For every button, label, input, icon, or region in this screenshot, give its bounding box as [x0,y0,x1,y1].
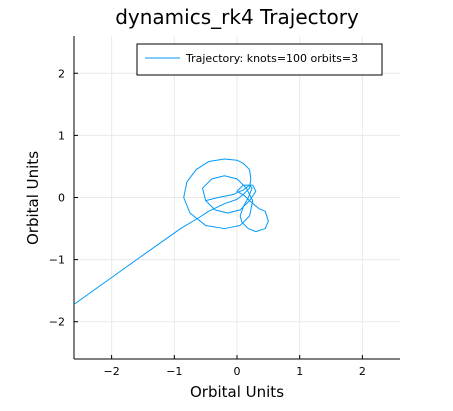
x-tick-label-3: 1 [296,365,303,378]
chart-title: dynamics_rk4 Trajectory [115,5,359,29]
grid-layer [74,36,400,359]
x-tick-label-4: 2 [359,365,366,378]
legend-box [136,43,383,76]
y-tick-label-2: 0 [58,192,65,205]
x-tick-label-1: −1 [166,365,182,378]
y-axis-label: Orbital Units [24,151,42,245]
y-tick-label-1: −1 [49,254,65,267]
y-tick-label-0: −2 [49,316,65,329]
series-layer [74,158,269,305]
y-tick-label-3: 1 [58,129,65,142]
x-axis-label: Orbital Units [190,383,284,401]
legend: Trajectory: knots=100 orbits=3 [136,43,383,76]
legend-label: Trajectory: knots=100 orbits=3 [185,52,358,65]
x-tick-label-2: 0 [234,365,241,378]
ticks-layer: −2 −1 0 1 2 −2 −1 0 1 2 [49,67,366,378]
x-tick-label-0: −2 [104,365,120,378]
y-tick-label-4: 2 [58,67,65,80]
series-line-0 [74,158,269,305]
